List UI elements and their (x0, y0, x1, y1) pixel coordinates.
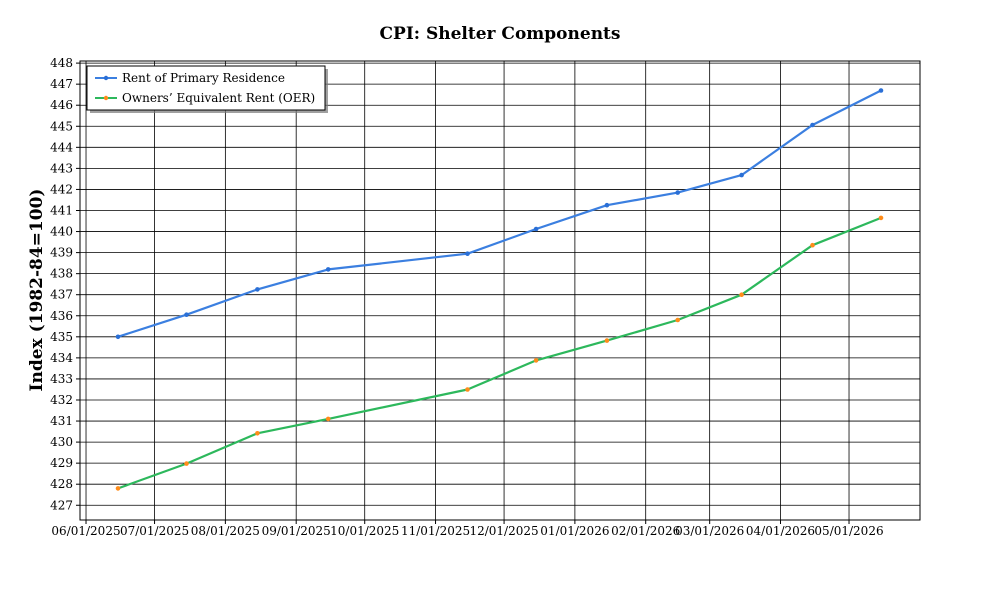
y-tick-label: 444 (50, 140, 73, 154)
y-tick-label: 427 (50, 498, 73, 512)
grid (80, 61, 920, 520)
legend-label-oer: Owners’ Equivalent Rent (OER) (122, 91, 315, 105)
y-tick-label: 433 (50, 372, 73, 386)
y-tick-label: 448 (50, 56, 73, 70)
data-point (810, 122, 815, 128)
y-tick-label: 435 (50, 330, 73, 344)
data-point (465, 387, 470, 392)
y-tick-label: 438 (50, 267, 73, 281)
x-tick-label: 03/01/2026 (675, 524, 744, 538)
y-tick-label: 443 (50, 161, 73, 175)
data-point (533, 358, 539, 363)
data-point (810, 242, 815, 248)
data-point (604, 338, 610, 343)
y-tick-label: 432 (50, 393, 73, 407)
legend-marker-oer (103, 95, 109, 101)
legend-box (86, 65, 326, 111)
data-point (739, 172, 744, 178)
data-point (325, 267, 331, 272)
chart-title: CPI: Shelter Components (380, 24, 621, 44)
y-tick-label: 430 (50, 435, 73, 449)
axis-ticks: 427 428 429 430 431 432 433 434 435 436 437 438 439 4… (50, 56, 884, 538)
y-tick-label: 446 (50, 98, 73, 112)
series (115, 88, 884, 491)
series-line-1 (117, 216, 882, 490)
data-point (184, 312, 189, 318)
x-tick-label: 10/01/2025 (330, 524, 399, 538)
y-tick-label: 441 (50, 203, 73, 217)
data-point (255, 431, 260, 436)
x-tick-label: 06/01/2025 (51, 524, 120, 538)
legend: Rent of Primary Residence Owners’ Equiva… (86, 65, 328, 113)
y-tick-label: 440 (50, 225, 73, 239)
legend-marker-rent (103, 75, 109, 81)
y-tick-label: 436 (50, 309, 73, 323)
data-point (675, 190, 680, 195)
data-point (878, 215, 884, 221)
data-point (115, 486, 121, 491)
x-tick-label: 04/01/2026 (746, 524, 815, 538)
y-tick-label: 442 (50, 182, 73, 196)
x-tick-label: 11/01/2025 (401, 524, 470, 538)
y-tick-label: 431 (50, 414, 73, 428)
x-tick-label: 08/01/2025 (191, 524, 260, 538)
data-point (465, 251, 470, 256)
data-point (255, 287, 260, 292)
y-tick-label: 437 (50, 288, 73, 302)
legend-label-rent: Rent of Primary Residence (122, 71, 285, 85)
y-tick-label: 447 (50, 77, 73, 91)
x-tick-label: 09/01/2025 (262, 524, 331, 538)
x-tick-label: 07/01/2025 (120, 524, 189, 538)
data-point (115, 334, 121, 340)
y-tick-label: 434 (50, 351, 73, 365)
plot-area-frame (79, 60, 921, 521)
series-line-0 (117, 89, 882, 338)
data-point (184, 461, 189, 466)
data-point (604, 202, 610, 208)
data-point (878, 88, 884, 93)
data-point (675, 317, 680, 323)
x-tick-label: 02/01/2026 (611, 524, 680, 538)
y-tick-label: 439 (50, 246, 73, 260)
x-tick-label: 05/01/2026 (814, 524, 883, 538)
y-tick-label: 428 (50, 477, 73, 491)
data-point (533, 226, 539, 232)
data-point (325, 416, 331, 422)
x-tick-label: 01/01/2026 (540, 524, 609, 538)
y-axis-label: Index (1982-84=100) (27, 189, 47, 392)
data-point (739, 292, 744, 298)
y-tick-label: 445 (50, 119, 73, 133)
y-tick-label: 429 (50, 456, 73, 470)
x-tick-label: 12/01/2025 (469, 524, 538, 538)
